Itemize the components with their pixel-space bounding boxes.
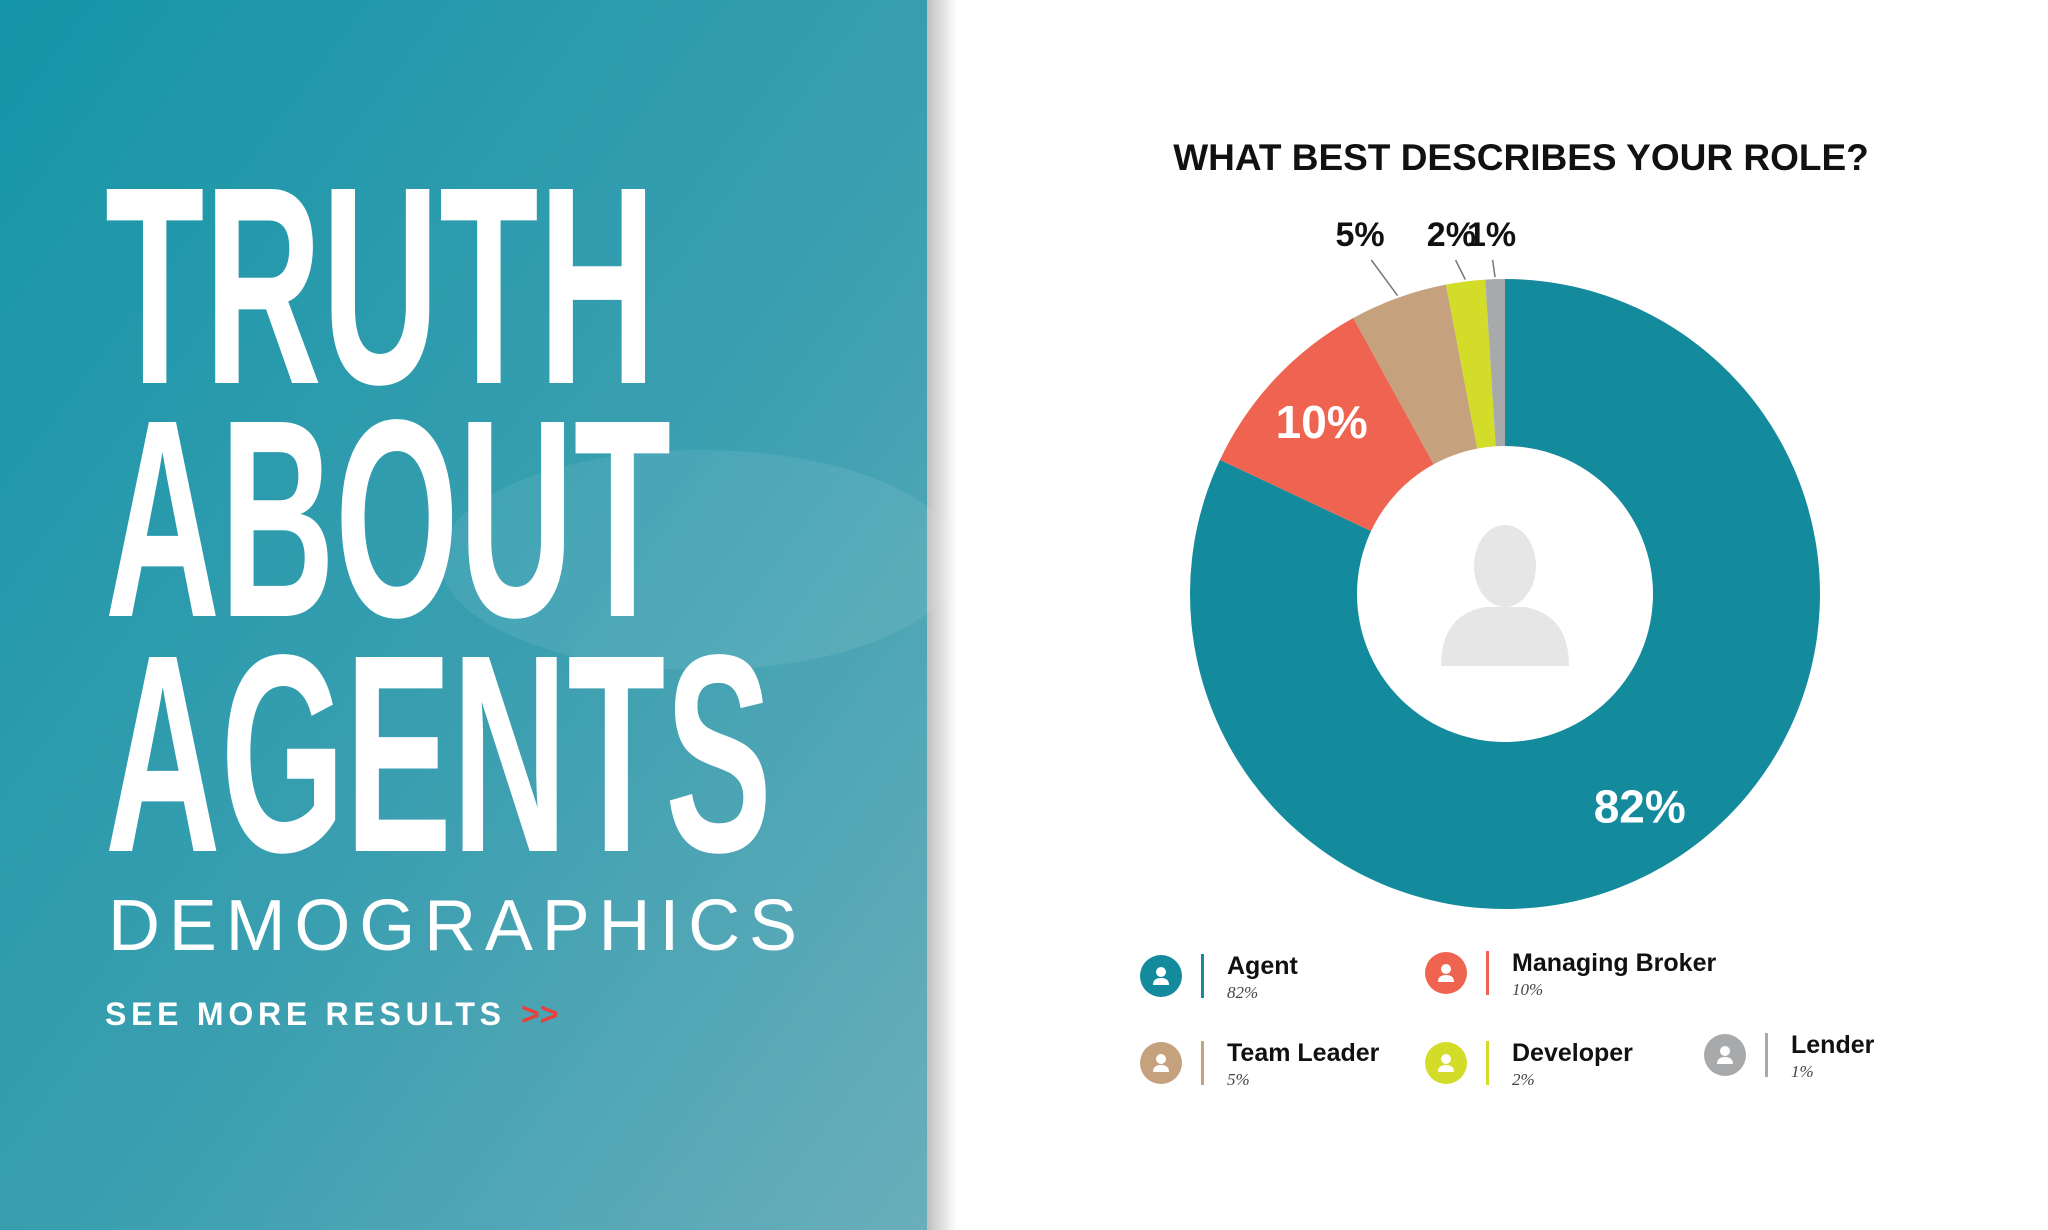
legend-icon-body — [1438, 975, 1454, 982]
legend-icon-body — [1153, 1065, 1169, 1072]
legend-icon-head — [1441, 1054, 1451, 1064]
hero-title: ABOUT — [105, 361, 671, 676]
legend-value: 82% — [1227, 983, 1258, 1002]
hero-title: AGENTS — [105, 596, 772, 911]
left-panel — [0, 0, 927, 1230]
legend-value: 2% — [1512, 1070, 1535, 1089]
legend-label: Managing Broker — [1512, 949, 1716, 977]
legend-divider — [1765, 1033, 1768, 1077]
donut-slice — [1219, 317, 1434, 531]
legend-divider — [1486, 951, 1489, 995]
legend-label: Agent — [1227, 952, 1299, 980]
slice-label: 2% — [1427, 216, 1476, 254]
avatar-body — [1441, 607, 1569, 666]
donut-slice — [1445, 279, 1496, 449]
slice-label: 5% — [1335, 216, 1384, 254]
chart-title: WHAT BEST DESCRIBES YOUR ROLE? — [1173, 137, 1869, 178]
leader-line — [1454, 259, 1466, 280]
legend-icon-body — [1438, 1065, 1454, 1072]
legend-icon-head — [1156, 1054, 1166, 1064]
legend-label: Team Leader — [1227, 1039, 1380, 1067]
photo-hint — [440, 450, 960, 670]
hero-title: TRUTH — [105, 128, 656, 443]
legend-value: 10% — [1512, 980, 1543, 999]
donut-slice — [1353, 284, 1478, 465]
avatar-head — [1474, 525, 1536, 607]
leader-line — [1370, 259, 1399, 297]
legend: Agent 82% Managing Broker 10% Team Leader 5% D… — [1140, 949, 1875, 1089]
legend-icon-head — [1156, 967, 1166, 977]
legend-icon-head — [1441, 964, 1451, 974]
center-avatar — [1441, 525, 1569, 666]
legend-divider — [1486, 1041, 1489, 1085]
panel-shadow — [927, 0, 957, 1230]
slice-label: 82% — [1594, 780, 1686, 832]
donut-slice — [1485, 279, 1505, 447]
slice-label: 10% — [1276, 396, 1368, 448]
donut-slice — [1190, 279, 1820, 909]
slice-label: 1% — [1467, 216, 1516, 254]
legend-icon-body — [1717, 1057, 1733, 1064]
legend-icon-body — [1153, 978, 1169, 985]
donut: 82% 10% 5% 2%1% — [1190, 216, 1820, 909]
leader-line — [1491, 259, 1496, 278]
legend-divider — [1201, 954, 1204, 998]
legend-divider — [1201, 1041, 1204, 1085]
legend-value: 5% — [1227, 1070, 1250, 1089]
legend-label: Lender — [1791, 1031, 1875, 1059]
link-arrow[interactable]: >> — [521, 996, 558, 1032]
see-more-link[interactable]: SEE MORE RESULTS — [105, 996, 501, 1032]
legend-label: Developer — [1512, 1039, 1633, 1067]
legend-value: 1% — [1791, 1062, 1814, 1081]
subtitle: DEMOGRAPHICS — [108, 886, 797, 966]
legend-icon-head — [1720, 1046, 1730, 1056]
